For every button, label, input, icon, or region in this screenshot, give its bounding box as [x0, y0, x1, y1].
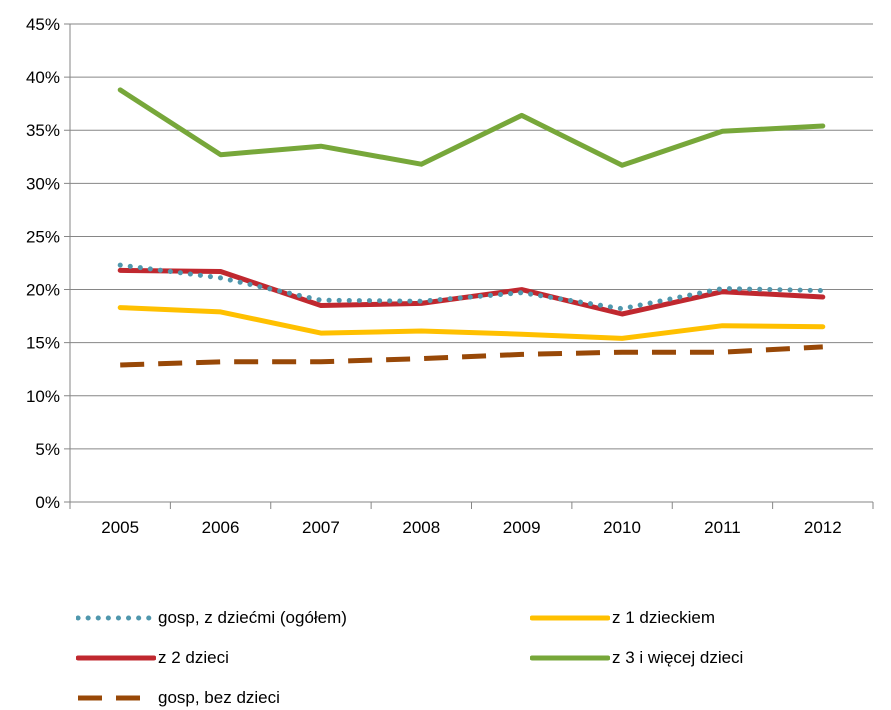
y-tick-label-9: 45% — [26, 15, 60, 34]
y-tick-label-2: 10% — [26, 387, 60, 406]
gridlines — [64, 23, 873, 503]
legend-item-4: gosp, bez dzieci — [76, 686, 280, 710]
y-tick-label-8: 40% — [26, 68, 60, 87]
x-tick-label-0: 2005 — [101, 518, 139, 537]
x-tick-label-1: 2006 — [202, 518, 240, 537]
x-tick-label-4: 2009 — [503, 518, 541, 537]
y-axis-tick-labels: 0% 5% 10% 15% 20% 25% 30% 35% 40% 45% — [26, 15, 60, 512]
y-tick-label-3: 15% — [26, 334, 60, 353]
series-line-3 — [117, 87, 826, 168]
y-tick-label-7: 35% — [26, 121, 60, 140]
series-line-1 — [117, 305, 826, 341]
x-tick-label-6: 2011 — [704, 518, 741, 537]
y-tick-label-5: 25% — [26, 227, 60, 246]
x-tick-label-5: 2010 — [603, 518, 641, 537]
series-line-0 — [117, 262, 826, 312]
axes — [69, 24, 874, 509]
y-tick-label-1: 5% — [35, 440, 60, 459]
x-axis-tick-labels: 2005 2006 2007 2008 2009 2010 2011 2012 — [101, 518, 841, 537]
x-tick-label-7: 2012 — [804, 518, 842, 537]
series-line-4 — [120, 344, 823, 368]
legend-label-4: gosp, bez dzieci — [158, 688, 280, 707]
x-tick-label-3: 2008 — [402, 518, 440, 537]
series-line-2 — [117, 267, 826, 317]
legend-swatch-4 — [78, 695, 154, 701]
y-tick-label-4: 20% — [26, 281, 60, 300]
y-tick-label-0: 0% — [35, 493, 60, 512]
x-tick-label-2: 2007 — [302, 518, 340, 537]
series-lines — [117, 87, 826, 368]
line-chart: 0%5%10%15%20%25%30%35%40%45% 2005 2006 200… — [26, 15, 874, 537]
y-tick-label-6: 30% — [26, 174, 60, 193]
